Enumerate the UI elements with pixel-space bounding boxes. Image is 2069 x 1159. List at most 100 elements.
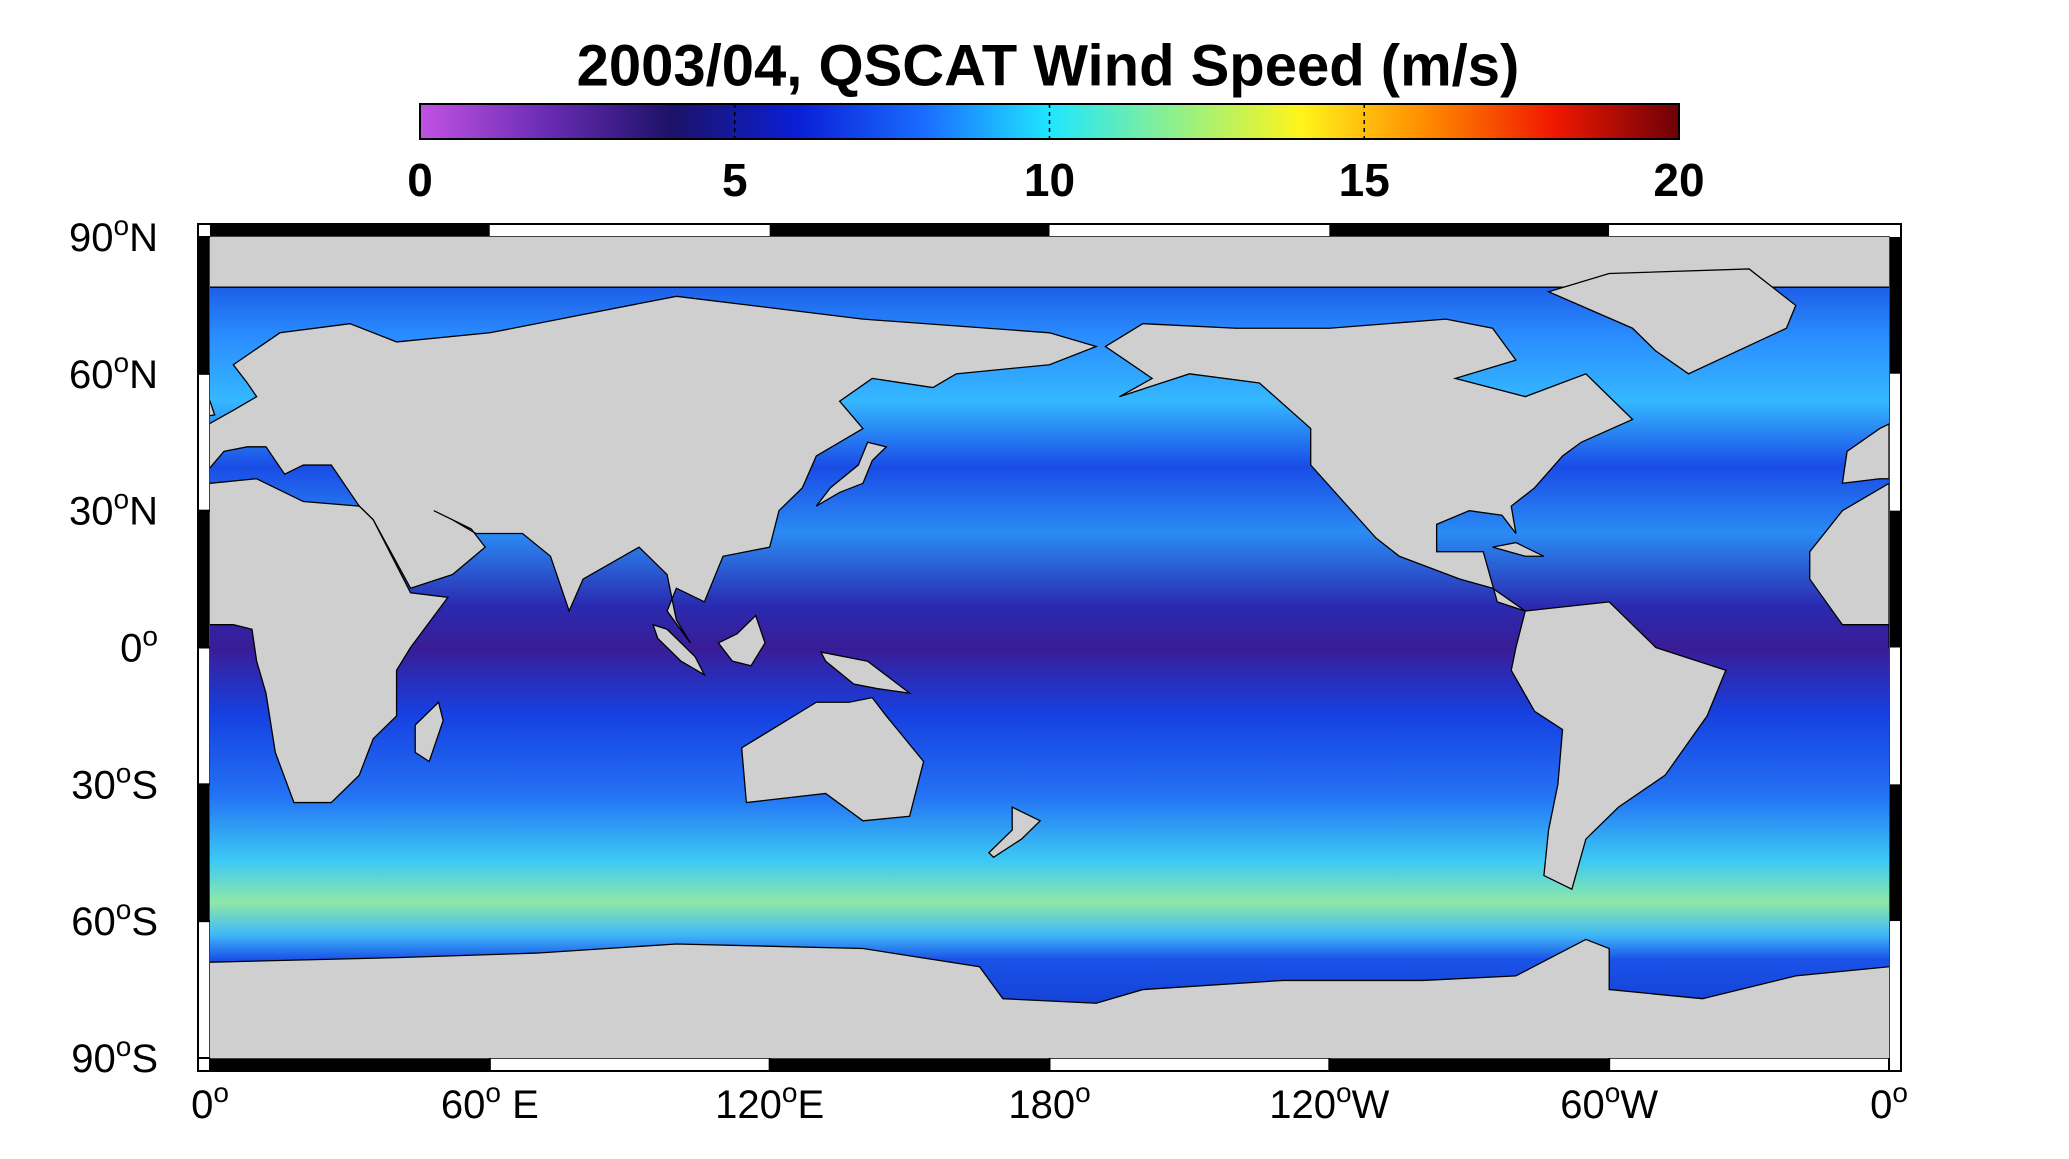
tick-label-number: 0 [191, 1083, 213, 1127]
tick-label-number: 60 [441, 1083, 486, 1127]
frame-segment [199, 784, 209, 922]
frame-segment [1890, 784, 1900, 922]
tick-label: 0o [120, 621, 158, 671]
frame-segment [1049, 1059, 1330, 1070]
africa [210, 479, 448, 803]
south-america [1511, 602, 1726, 889]
tick-label-degree: o [114, 347, 130, 378]
tick-label-hemisphere: S [131, 763, 158, 807]
frame-segment [1890, 237, 1900, 374]
tick-label-number: 60 [1560, 1083, 1605, 1127]
tick-label: 60o E [441, 1077, 539, 1127]
tick-label-hemisphere: S [131, 900, 158, 944]
new-guinea [821, 652, 910, 693]
frame-segment [1890, 647, 1900, 785]
frame-segment [199, 237, 209, 374]
tick-label-hemisphere: S [131, 1037, 158, 1081]
frame-border [198, 225, 1900, 1071]
tick-label-number: 30 [71, 763, 116, 807]
madagascar [415, 702, 443, 761]
frame-segment [199, 373, 209, 511]
tick-label-degree: o [1605, 1077, 1621, 1108]
frame-segment [489, 1059, 770, 1070]
australia [742, 698, 924, 821]
cuba [1493, 543, 1544, 557]
frame-segment [1609, 225, 1889, 236]
antarctica [210, 939, 1889, 1058]
tick-label-degree: o [116, 1031, 132, 1062]
tick-label: 0o [191, 1077, 229, 1127]
tick-label: 120oE [715, 1077, 824, 1127]
frame-segment [1329, 1059, 1610, 1070]
borneo [718, 616, 765, 666]
north-america [1105, 319, 1632, 611]
tick-label-number: 0 [120, 627, 142, 671]
colorbar-tick-label: 0 [407, 154, 433, 206]
colorbar-tick-label: 10 [1024, 154, 1075, 206]
colorbar-tick-label: 5 [722, 154, 748, 206]
tick-label-degree: o [213, 1077, 229, 1108]
frame-segment [199, 921, 209, 1058]
euro-africa [210, 296, 1096, 803]
tick-label: 90oS [71, 1031, 158, 1081]
frame-segment [210, 1059, 490, 1070]
tick-label-degree: o [114, 484, 130, 515]
colorbar-tick-label: 15 [1339, 154, 1390, 206]
tick-label-hemisphere: N [129, 490, 158, 534]
tick-label-hemisphere: E [797, 1083, 824, 1127]
frame-segment [1049, 225, 1330, 236]
tick-label: 60oW [1560, 1077, 1658, 1127]
tick-label-hemisphere: E [501, 1083, 539, 1127]
tick-label-degree: o [782, 1077, 798, 1108]
tick-label: 30oS [71, 757, 158, 807]
tick-label-number: 30 [69, 490, 114, 534]
tick-label-number: 60 [71, 900, 116, 944]
tick-label-number: 90 [69, 216, 114, 260]
americas [1105, 269, 1889, 889]
new-zealand [989, 807, 1040, 857]
tick-label-number: 60 [69, 353, 114, 397]
frame-segment [1609, 1059, 1889, 1070]
iberia-wrap [1842, 424, 1889, 483]
tick-label-number: 120 [1269, 1083, 1336, 1127]
tick-label-number: 90 [71, 1037, 116, 1081]
sumatra [653, 625, 704, 675]
britain [210, 383, 215, 419]
tick-label-degree: o [1075, 1077, 1091, 1108]
landmasses [210, 237, 1889, 1058]
tick-label: 0o [1870, 1077, 1908, 1127]
tick-label: 120oW [1269, 1077, 1389, 1127]
frame-segment [199, 647, 209, 785]
frame-segment [769, 1059, 1050, 1070]
chart-title: 2003/04, QSCAT Wind Speed (m/s) [577, 33, 1520, 98]
tick-label-number: 0 [1870, 1083, 1892, 1127]
frame-segment [1890, 510, 1900, 648]
frame-segment [210, 225, 490, 236]
land [210, 237, 1889, 1058]
tick-label-hemisphere: N [129, 353, 158, 397]
tick-label-degree: o [116, 757, 132, 788]
tick-label-degree: o [114, 210, 130, 241]
tick-label: 60oN [69, 347, 158, 397]
colorbar-tick-label: 20 [1653, 154, 1704, 206]
tick-label-degree: o [142, 621, 158, 652]
tick-label: 180o [1008, 1077, 1090, 1127]
tick-label: 60oS [71, 894, 158, 944]
japan [816, 442, 886, 506]
frame-segment [1890, 921, 1900, 1058]
tick-label: 30oN [69, 484, 158, 534]
tick-label-degree: o [1336, 1077, 1352, 1108]
tick-label-hemisphere: W [1352, 1083, 1390, 1127]
tick-label-number: 180 [1008, 1083, 1075, 1127]
frame-segment [1890, 373, 1900, 511]
tick-label-number: 120 [715, 1083, 782, 1127]
euro-africa-wrap [1810, 483, 1889, 661]
tick-label-degree: o [1892, 1077, 1908, 1108]
tick-label: 90oN [69, 210, 158, 260]
frame-segment [489, 225, 770, 236]
greenland [1549, 269, 1796, 374]
frame-segment [199, 510, 209, 648]
tick-label-hemisphere: W [1620, 1083, 1658, 1127]
colorbar-ticks: 0 5 10 15 20 [407, 104, 1705, 206]
